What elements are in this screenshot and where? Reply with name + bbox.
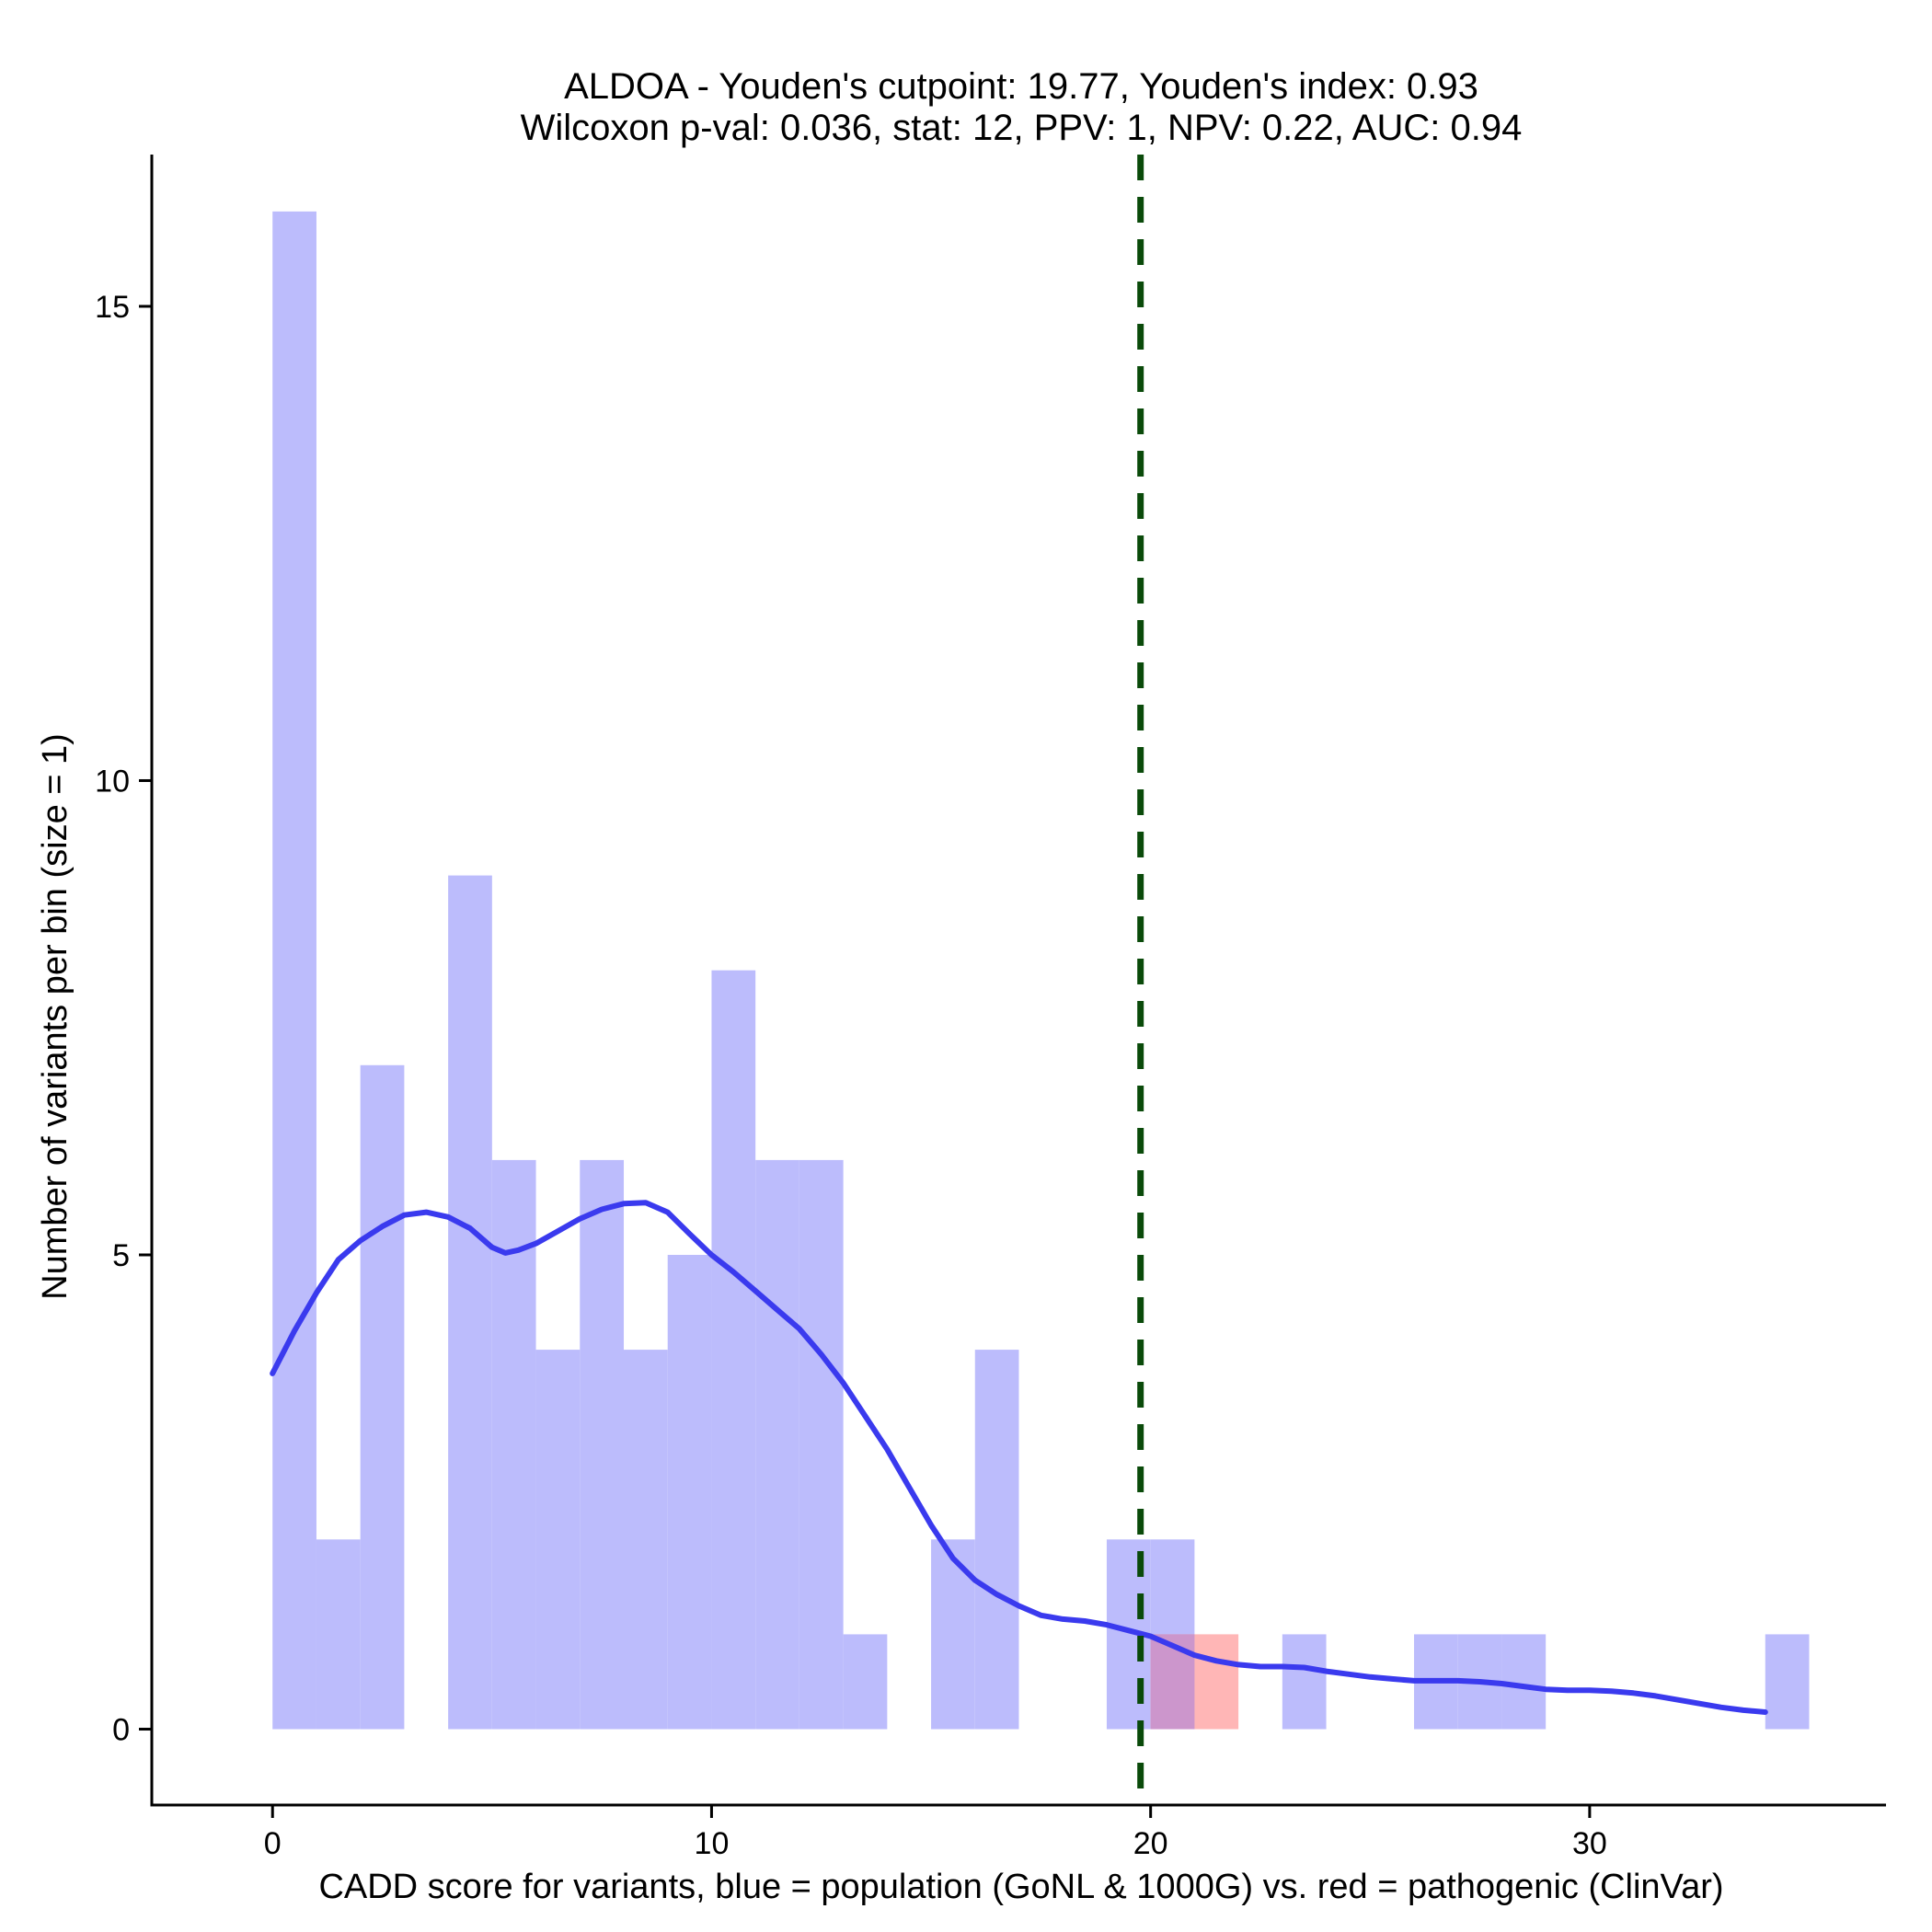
pathogenic-bar — [1194, 1634, 1239, 1730]
chart-title-line2: Wilcoxon p-val: 0.036, stat: 12, PPV: 1,… — [521, 108, 1523, 148]
x-axis-label: CADD score for variants, blue = populati… — [318, 1868, 1723, 1906]
x-tick-label: 30 — [1572, 1826, 1607, 1861]
population-bar — [931, 1539, 975, 1730]
population-bar — [316, 1539, 361, 1730]
y-tick-label: 0 — [112, 1713, 130, 1748]
population-bar — [535, 1350, 581, 1730]
y-tick-label: 10 — [95, 764, 130, 799]
population-bar — [974, 1350, 1019, 1730]
population-bar — [448, 875, 492, 1730]
population-bars — [272, 211, 1810, 1730]
axes — [150, 155, 1886, 1807]
y-axis-ticks: 0 5 10 15 — [95, 290, 152, 1748]
x-axis-ticks: 0 10 20 30 — [264, 1805, 1607, 1861]
population-bar — [272, 211, 316, 1730]
population-bar — [711, 970, 756, 1730]
population-density-curve — [270, 1200, 1768, 1715]
population-bar — [843, 1634, 888, 1730]
y-axis-label: Number of variants per bin (size = 1) — [36, 733, 75, 1300]
population-bar — [1282, 1634, 1327, 1730]
population-bar — [1501, 1634, 1547, 1730]
population-bar — [755, 1159, 799, 1730]
chart-title-line1: ALDOA - Youden's cutpoint: 19.77, Youden… — [564, 66, 1478, 107]
population-bar — [1765, 1634, 1810, 1730]
x-tick-label: 0 — [264, 1826, 282, 1861]
population-bar — [491, 1159, 536, 1730]
y-tick-label: 15 — [95, 290, 130, 325]
population-bar — [360, 1064, 405, 1730]
population-bar — [624, 1350, 668, 1730]
x-tick-label: 20 — [1133, 1826, 1168, 1861]
population-bar — [580, 1159, 625, 1730]
y-tick-label: 5 — [112, 1238, 130, 1273]
population-bar — [799, 1159, 844, 1730]
population-bar — [667, 1255, 712, 1730]
x-tick-label: 10 — [695, 1826, 730, 1861]
